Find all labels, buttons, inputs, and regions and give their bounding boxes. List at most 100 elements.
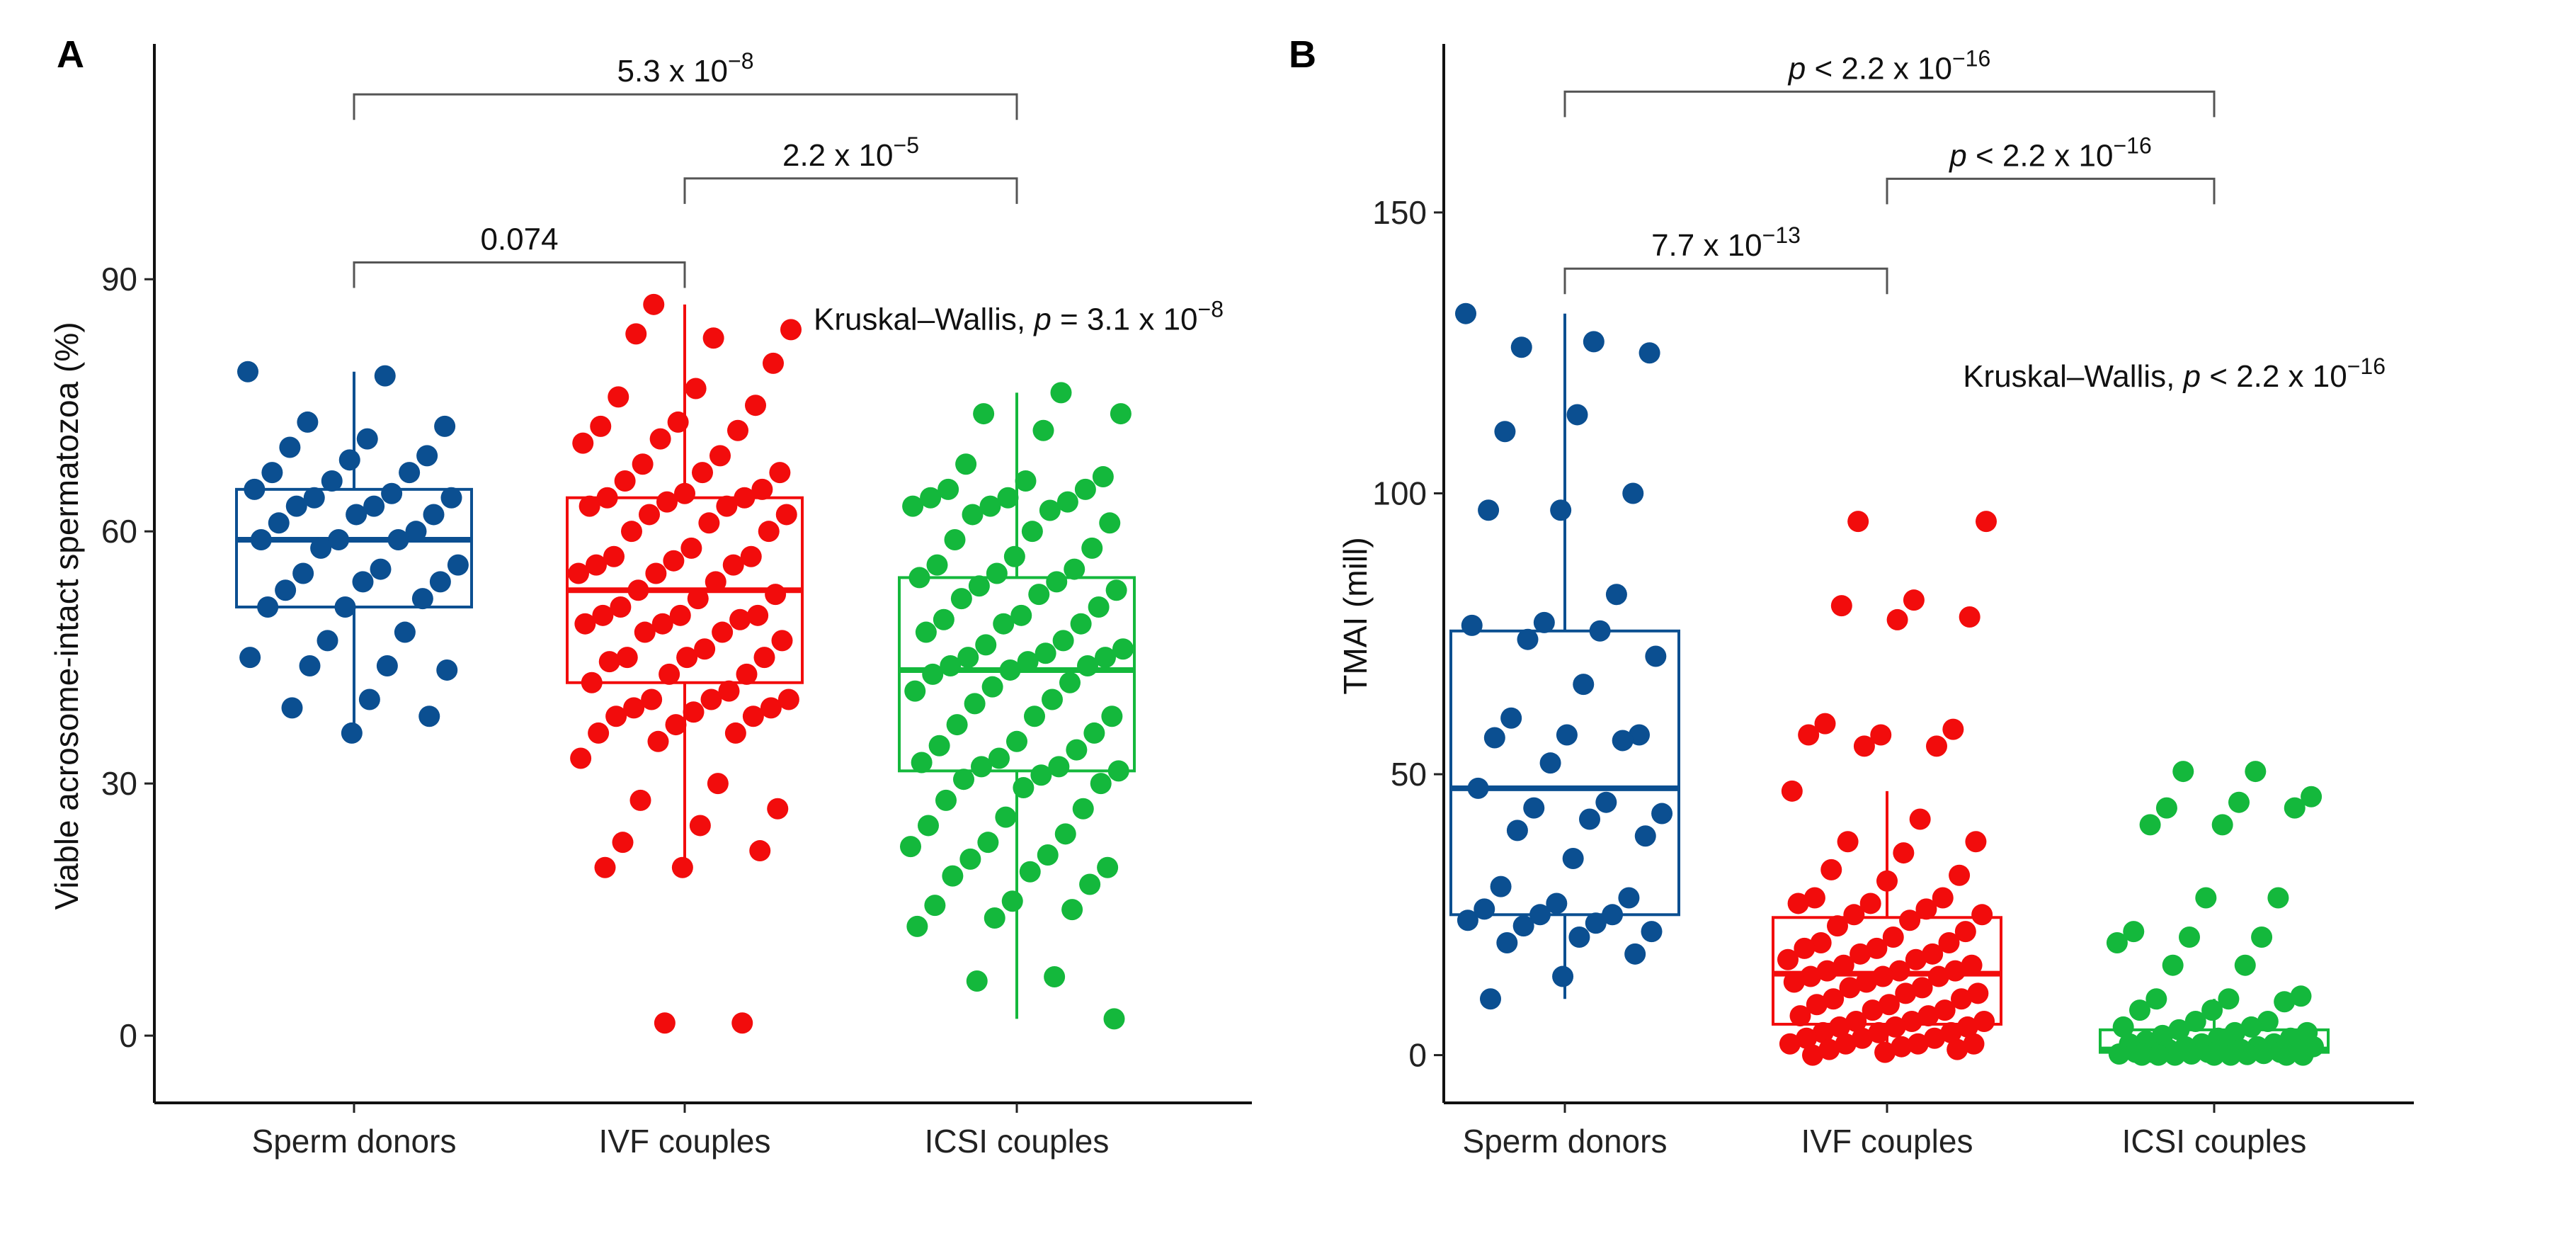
- data-point: [973, 403, 995, 425]
- data-point: [968, 575, 990, 597]
- data-point: [1845, 1011, 1867, 1032]
- data-point: [988, 747, 1010, 769]
- data-point: [1794, 937, 1816, 959]
- x-tick-label: IVF couples: [599, 1123, 771, 1160]
- y-tick-label: 90: [101, 261, 137, 298]
- data-point: [1870, 724, 1892, 746]
- data-point: [1901, 1011, 1922, 1032]
- data-point: [995, 806, 1017, 828]
- data-point: [2224, 1021, 2246, 1043]
- data-point: [399, 462, 421, 484]
- data-point: [751, 478, 773, 500]
- data-point: [2276, 1044, 2298, 1066]
- data-point: [1490, 876, 1512, 897]
- comparison-bracket: [1563, 267, 1888, 295]
- data-point: [598, 651, 620, 673]
- data-point: [1103, 1008, 1125, 1030]
- data-point: [1039, 499, 1061, 521]
- data-point: [1789, 1005, 1811, 1027]
- data-point: [629, 789, 651, 811]
- data-point: [1843, 904, 1865, 926]
- data-point: [1037, 844, 1059, 866]
- data-point: [299, 655, 321, 677]
- data-point: [1876, 870, 1898, 892]
- data-point: [1947, 1038, 1968, 1060]
- data-point: [1059, 672, 1081, 693]
- x-tick-label: IVF couples: [1801, 1123, 1973, 1160]
- data-point: [1956, 1016, 1978, 1038]
- data-point: [643, 293, 665, 315]
- data-point: [572, 432, 594, 454]
- p-symbol: p: [1032, 302, 1051, 336]
- data-point: [1088, 596, 1110, 618]
- data-point: [434, 415, 456, 437]
- data-point: [1112, 638, 1134, 660]
- data-point: [1816, 960, 1838, 982]
- data-point: [2274, 991, 2296, 1013]
- data-point: [935, 789, 957, 811]
- data-point: [1044, 966, 1066, 988]
- data-point: [926, 554, 948, 576]
- data-point: [2168, 1019, 2190, 1041]
- data-point: [1539, 752, 1561, 774]
- data-point: [570, 747, 592, 769]
- data-point: [928, 735, 950, 756]
- kruskal-wallis-label: Kruskal–Wallis, p = 3.1 x 10−8: [814, 296, 1224, 336]
- y-tick-label: 60: [101, 513, 137, 550]
- p-value-text: 5.3 x 10: [617, 54, 728, 89]
- data-point: [1818, 1038, 1840, 1060]
- data-point: [1595, 791, 1617, 813]
- data-point: [1893, 842, 1915, 864]
- data-point: [674, 482, 695, 504]
- panel-label: B: [1289, 33, 1316, 76]
- data-point: [902, 495, 924, 517]
- data-point: [574, 613, 596, 635]
- data-point: [275, 579, 297, 601]
- data-point: [416, 445, 438, 467]
- data-point: [1878, 994, 1900, 1016]
- data-point: [1812, 1021, 1834, 1043]
- data-point: [1886, 608, 1908, 630]
- data-point: [1828, 1016, 1850, 1038]
- data-point: [955, 453, 977, 475]
- data-point: [999, 659, 1021, 681]
- x-tick-label: Sperm donors: [1463, 1123, 1668, 1160]
- data-point: [581, 672, 603, 693]
- p-value-exponent: −16: [2113, 132, 2151, 158]
- data-point: [1924, 1027, 1946, 1049]
- data-point: [281, 697, 303, 719]
- data-point: [683, 701, 705, 723]
- comparison-bracket: [353, 93, 1018, 120]
- data-point: [261, 462, 283, 484]
- data-point: [937, 478, 959, 500]
- data-point: [709, 445, 731, 467]
- data-point: [1907, 1033, 1929, 1055]
- data-point: [2106, 931, 2128, 953]
- data-point: [1922, 943, 1944, 965]
- data-point: [745, 395, 766, 416]
- y-tick-label: 0: [1408, 1037, 1427, 1074]
- data-point: [603, 545, 625, 567]
- data-point: [933, 608, 954, 630]
- data-point: [1546, 892, 1568, 914]
- data-point: [1903, 589, 1925, 611]
- data-point: [2162, 954, 2184, 976]
- data-point: [1973, 1011, 1995, 1032]
- comparison-bracket: [1563, 90, 2216, 118]
- data-point: [1095, 647, 1116, 669]
- data-point: [1483, 727, 1505, 749]
- x-tick-label: Sperm donors: [252, 1123, 457, 1160]
- data-point: [685, 378, 707, 400]
- data-point: [2172, 761, 2194, 783]
- data-point: [1940, 1021, 1962, 1043]
- data-point: [2253, 1043, 2274, 1065]
- data-point: [2236, 1043, 2258, 1065]
- data-point: [1629, 724, 1650, 746]
- data-point: [1959, 606, 1981, 628]
- data-point: [1099, 512, 1121, 534]
- y-axis-title: TMAI (mill): [1337, 537, 1374, 694]
- data-point: [1884, 1016, 1906, 1038]
- data-point: [1562, 848, 1584, 869]
- y-tick-label: 30: [101, 765, 137, 802]
- data-point: [731, 1012, 753, 1034]
